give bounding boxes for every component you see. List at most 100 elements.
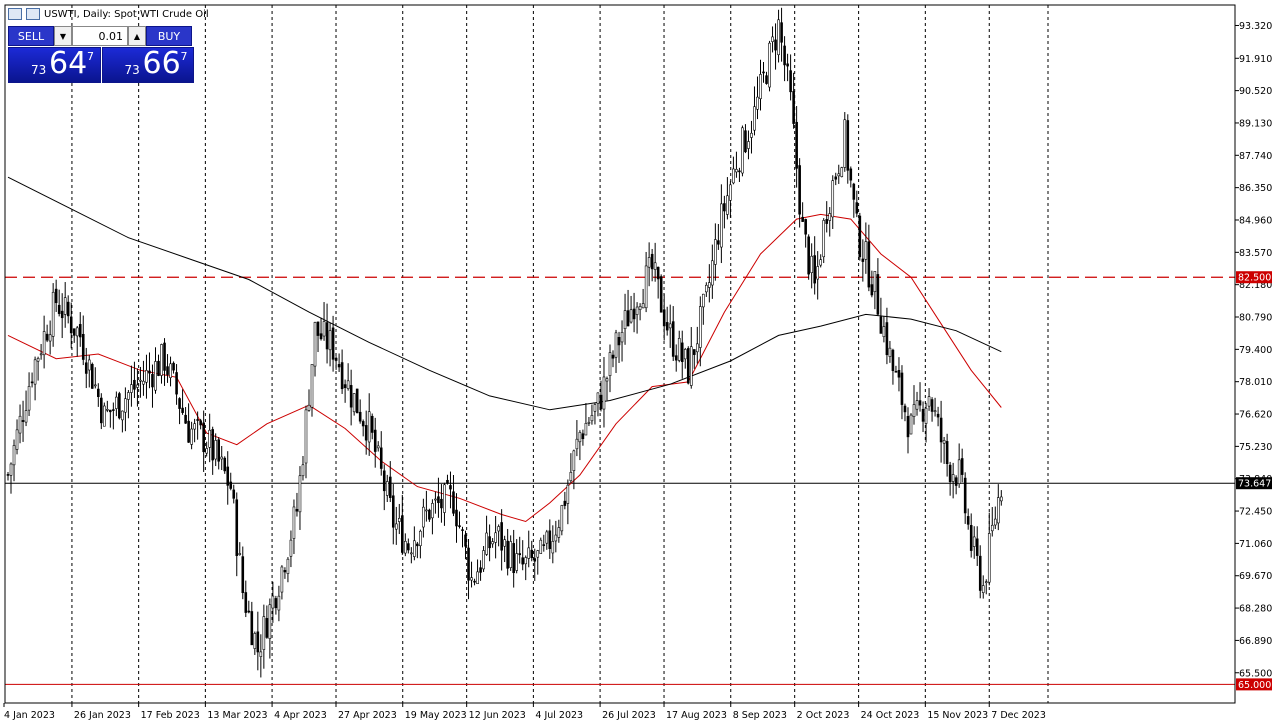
candle-body — [106, 408, 109, 411]
candle-body — [885, 322, 889, 356]
candle-body — [289, 539, 293, 557]
candle-body — [346, 380, 350, 389]
y-tick-label: 87.740 — [1239, 151, 1272, 162]
candle-body — [151, 374, 154, 388]
candle-body — [876, 274, 880, 315]
y-tick-label: 66.890 — [1239, 636, 1272, 647]
candle-body — [927, 396, 931, 407]
sell-button[interactable]: SELL — [8, 26, 54, 46]
candle-body — [256, 631, 260, 653]
x-tick-label: 2 Oct 2023 — [797, 710, 850, 721]
candle-body — [325, 322, 329, 350]
x-tick-label: 26 Jul 2023 — [602, 710, 656, 721]
candle-body — [367, 411, 371, 443]
candle-body — [431, 503, 434, 519]
y-tick-label: 76.620 — [1239, 410, 1272, 421]
lot-increase-icon[interactable]: ▲ — [128, 26, 146, 46]
sell-price-main: 64 — [49, 46, 88, 81]
sell-price-point: 7 — [87, 50, 94, 63]
candle-body — [536, 550, 540, 558]
candle-body — [211, 429, 214, 461]
candle-body — [656, 266, 660, 280]
candle-body — [843, 119, 847, 168]
candle-body — [413, 540, 416, 557]
candle-body — [641, 303, 645, 309]
candle-body — [145, 370, 148, 383]
candle-body — [196, 419, 199, 421]
candle-body — [972, 536, 976, 547]
candle-body — [425, 509, 428, 512]
y-tick-label: 79.400 — [1239, 345, 1272, 356]
candle-body — [524, 557, 528, 565]
y-tick-label: 86.350 — [1239, 183, 1272, 194]
candle-body — [51, 291, 55, 337]
x-tick-label: 13 Mar 2023 — [207, 710, 267, 721]
candle-body — [689, 346, 693, 386]
moving-averages — [7, 176, 1002, 523]
candle-body — [247, 610, 251, 613]
candle-body — [410, 552, 413, 555]
candle-body — [244, 592, 248, 613]
candle-body — [226, 466, 230, 486]
buy-button[interactable]: BUY — [146, 26, 192, 46]
candle-body — [659, 276, 663, 313]
candle-body — [422, 506, 425, 528]
candle-body — [136, 384, 139, 388]
ma_slow-line — [7, 176, 1002, 411]
sell-price[interactable]: 73 64 7 — [8, 46, 101, 83]
x-tick-label: 4 Apr 2023 — [274, 710, 327, 721]
y-tick-label: 65.500 — [1239, 668, 1272, 679]
candle-body — [873, 271, 877, 293]
candle-body — [103, 405, 106, 427]
resistance-label: 82.500 — [1238, 273, 1271, 284]
y-tick-label: 83.570 — [1239, 248, 1272, 259]
x-tick-label: 26 Jan 2023 — [74, 710, 131, 721]
candle-body — [714, 239, 717, 265]
candle-body — [75, 327, 79, 337]
candle-body — [933, 410, 937, 413]
candle-body — [990, 524, 994, 532]
x-tick-label: 4 Jul 2023 — [535, 710, 583, 721]
candle-body — [705, 284, 708, 293]
candle-body — [124, 398, 127, 413]
buy-price[interactable]: 73 66 7 — [101, 46, 194, 83]
candle-body — [277, 595, 281, 611]
candle-body — [548, 530, 552, 550]
lot-decrease-icon[interactable]: ▼ — [54, 26, 72, 46]
candle-body — [741, 127, 744, 174]
candle-body — [599, 394, 603, 410]
buy-price-main: 66 — [142, 46, 181, 81]
candle-body — [987, 533, 991, 583]
lot-size-field[interactable]: 0.01 — [72, 26, 128, 46]
candle-body — [867, 241, 871, 288]
candle-body — [401, 515, 404, 553]
candle-body — [397, 518, 401, 522]
candle-body — [897, 370, 901, 378]
candle-body — [566, 484, 570, 504]
candle-body — [834, 176, 838, 180]
buy-price-point: 7 — [180, 50, 188, 63]
chart-menu-icon[interactable] — [8, 8, 22, 20]
candle-body — [262, 616, 266, 650]
candle-body — [750, 132, 753, 138]
candle-body — [596, 392, 600, 404]
symbol-icon[interactable] — [26, 8, 40, 20]
candle-body — [924, 407, 928, 424]
candle-body — [190, 428, 193, 445]
candle-body — [178, 398, 181, 409]
candle-body — [482, 550, 485, 570]
y-tick-label: 78.010 — [1239, 377, 1272, 388]
x-tick-label: 27 Apr 2023 — [338, 710, 397, 721]
candle-body — [680, 342, 684, 362]
y-tick-label: 75.230 — [1239, 442, 1272, 453]
candle-body — [133, 379, 136, 390]
candle-body — [780, 22, 783, 43]
candle-body — [870, 284, 874, 296]
vertical-grid — [71, 5, 1049, 703]
sell-price-prefix: 73 — [31, 63, 47, 77]
candle-body — [301, 464, 305, 477]
candle-body — [416, 543, 419, 547]
candle-body — [918, 400, 922, 406]
x-tick-label: 4 Jan 2023 — [4, 710, 55, 721]
